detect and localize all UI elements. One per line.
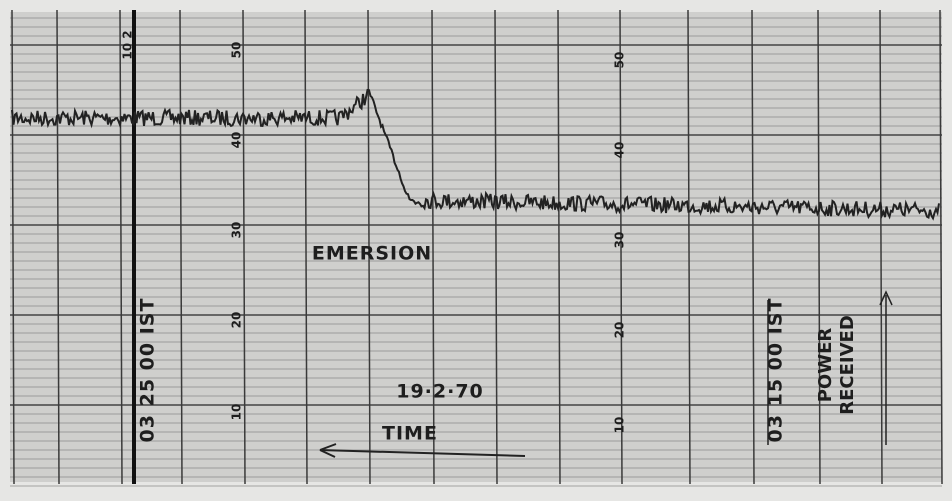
scale-label: 30 xyxy=(613,232,627,249)
power-label-box: POWER RECEIVED xyxy=(810,290,870,450)
power-label: POWER RECEIVED xyxy=(815,290,859,440)
scale-label: 40 xyxy=(613,142,627,159)
marker-label: 10 2 xyxy=(121,30,135,59)
start-time-label: 03 25 00 IST xyxy=(137,298,159,443)
scale-label: 10 xyxy=(230,404,244,421)
scale-label: 20 xyxy=(613,322,627,339)
date-label: 19·2·70 xyxy=(396,381,484,403)
scale-label: 30 xyxy=(230,222,244,239)
scale-label: 20 xyxy=(230,312,244,329)
event-label: EMERSION xyxy=(312,243,432,265)
scale-label: 50 xyxy=(230,42,244,59)
scale-label: 50 xyxy=(613,52,627,69)
scale-label: 10 xyxy=(613,417,627,434)
chart-record: 10 2 50 40 30 20 10 50 40 30 20 10 EMERSION 19·2·… xyxy=(0,0,952,501)
time-axis-label: TIME xyxy=(382,423,438,445)
scale-label: 40 xyxy=(230,132,244,149)
